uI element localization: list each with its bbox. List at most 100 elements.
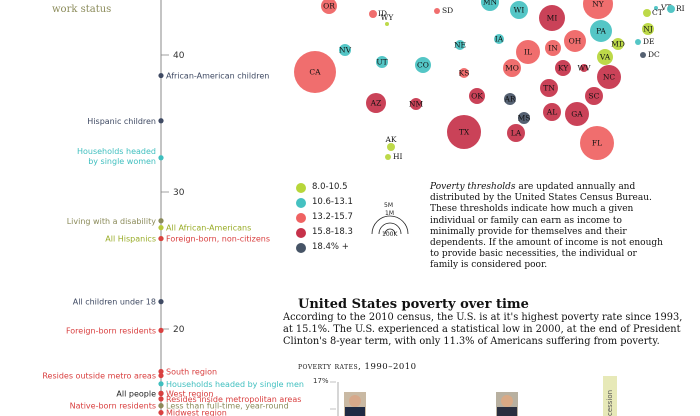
state-bubble-co: CO bbox=[415, 57, 431, 73]
state-bubble-fl: FL bbox=[580, 126, 614, 160]
state-bubble-nv: NV bbox=[339, 44, 352, 56]
state-label: RI bbox=[676, 4, 685, 13]
legend-swatch bbox=[296, 183, 306, 193]
data-point bbox=[158, 299, 164, 305]
point-label: Hispanic children bbox=[87, 117, 156, 126]
state-bubble-hi: HI bbox=[385, 152, 403, 161]
bubble bbox=[507, 124, 525, 142]
bubble bbox=[539, 5, 565, 31]
point-label: All African-Americans bbox=[166, 224, 251, 233]
point-label: All Hispanics bbox=[105, 235, 156, 244]
state-bubble-nj: NJ bbox=[642, 23, 654, 35]
state-label: PA bbox=[596, 27, 606, 36]
bubble bbox=[612, 38, 624, 50]
state-bubble-in: IN bbox=[545, 40, 561, 56]
data-point bbox=[158, 409, 164, 416]
bubble bbox=[654, 6, 658, 10]
bubble bbox=[369, 10, 377, 18]
state-bubble-ar: AR bbox=[503, 93, 516, 105]
state-bubble-md: MD bbox=[611, 38, 625, 50]
state-bubble-mo: MO bbox=[503, 59, 521, 77]
legend-item: 18.4% + bbox=[296, 242, 416, 256]
bubble bbox=[447, 115, 481, 149]
state-bubble-ri: RI bbox=[667, 4, 685, 13]
state-bubble-tn: TN bbox=[540, 79, 558, 97]
state-bubble-sc: SC bbox=[585, 87, 603, 105]
point-label: Households headed by single men bbox=[166, 380, 304, 389]
bubble bbox=[518, 112, 530, 124]
legend-item: 13.2-15.7 bbox=[296, 212, 416, 226]
state-bubble-nm: NM bbox=[409, 98, 424, 110]
bubble bbox=[385, 154, 391, 160]
state-label: IN bbox=[548, 44, 558, 53]
state-label: AR bbox=[503, 95, 515, 104]
bubble bbox=[387, 143, 395, 151]
state-label: OH bbox=[569, 37, 582, 46]
state-label: OK bbox=[471, 92, 483, 101]
bubble bbox=[434, 8, 440, 14]
bubble bbox=[510, 1, 528, 19]
bubble bbox=[585, 87, 603, 105]
state-label: OR bbox=[323, 2, 335, 11]
size-legend: 5M 1M 100K bbox=[370, 198, 410, 240]
size-legend-100k: 100K bbox=[382, 231, 398, 238]
data-point bbox=[158, 368, 164, 375]
state-label: NY bbox=[592, 0, 605, 9]
state-label: NJ bbox=[643, 25, 653, 34]
state-bubble-sd: SD bbox=[434, 6, 453, 15]
bubble bbox=[339, 44, 351, 56]
state-label: UT bbox=[376, 58, 387, 67]
bubble bbox=[415, 57, 431, 73]
state-bubble-il: IL bbox=[516, 40, 540, 64]
state-bubble-va: VA bbox=[597, 49, 613, 65]
legend-item: 15.8-18.3 bbox=[296, 227, 416, 241]
state-label: GA bbox=[571, 110, 583, 119]
bubble bbox=[597, 65, 621, 89]
state-label: NM bbox=[409, 100, 424, 109]
section-body: According to the 2010 census, the U.S. i… bbox=[283, 312, 683, 347]
legend-swatch bbox=[296, 213, 306, 223]
y-tick-label: 30 bbox=[173, 188, 185, 198]
state-label: MI bbox=[547, 14, 558, 23]
state-bubble-mn: MN bbox=[481, 0, 499, 11]
bubble bbox=[366, 93, 386, 113]
state-bubble-ca: CA bbox=[294, 51, 336, 93]
bubble bbox=[580, 126, 614, 160]
bubble bbox=[459, 68, 469, 78]
data-point bbox=[158, 327, 164, 333]
state-label: WV bbox=[577, 64, 591, 73]
state-label: NC bbox=[603, 73, 616, 82]
point-label: Midwest region bbox=[166, 409, 227, 416]
y-tick-label: 40 bbox=[173, 51, 185, 61]
bubble bbox=[410, 98, 422, 110]
state-label: VA bbox=[599, 53, 611, 62]
point-label: African-American children bbox=[166, 72, 269, 81]
state-bubble-ne: NE bbox=[454, 40, 466, 50]
data-point bbox=[158, 118, 164, 124]
bubble bbox=[590, 20, 612, 42]
state-label: WY bbox=[381, 13, 395, 22]
point-label: All children under 18 bbox=[73, 298, 156, 307]
state-bubble-ky: KY bbox=[555, 60, 571, 76]
data-point bbox=[158, 155, 164, 161]
y-tick-label: 20 bbox=[173, 325, 185, 335]
state-label: VT bbox=[660, 3, 671, 12]
state-label: IL bbox=[524, 48, 532, 57]
point-label: Resides outside metro areas bbox=[42, 372, 156, 381]
state-label: SC bbox=[589, 92, 600, 101]
state-bubble-pa: PA bbox=[590, 20, 612, 42]
bubble bbox=[503, 59, 521, 77]
state-bubble-la: LA bbox=[507, 124, 525, 142]
president-photo-1 bbox=[344, 392, 366, 416]
data-point bbox=[158, 72, 164, 79]
photo-suit bbox=[497, 407, 517, 416]
state-label: CA bbox=[309, 68, 321, 77]
state-bubble-ga: GA bbox=[565, 102, 589, 126]
state-label: AL bbox=[546, 108, 557, 117]
state-bubble-az: AZ bbox=[366, 93, 386, 113]
state-label: TN bbox=[543, 84, 555, 93]
rate-axis-tick: 17% bbox=[313, 377, 329, 385]
point-label: Foreign-born residents bbox=[66, 326, 156, 335]
poverty-threshold-note: Poverty thresholds are updated annually … bbox=[430, 182, 665, 272]
